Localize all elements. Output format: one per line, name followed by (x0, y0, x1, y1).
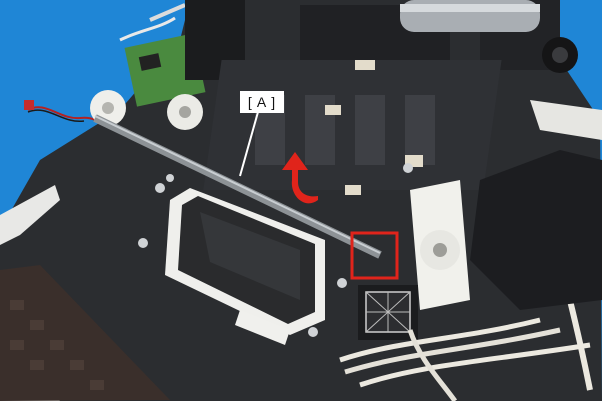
callout-leader-line (239, 111, 259, 177)
highlight-box (350, 231, 399, 280)
callout-label-a: [ A ] (240, 91, 284, 113)
curved-arrow-icon (282, 152, 318, 204)
